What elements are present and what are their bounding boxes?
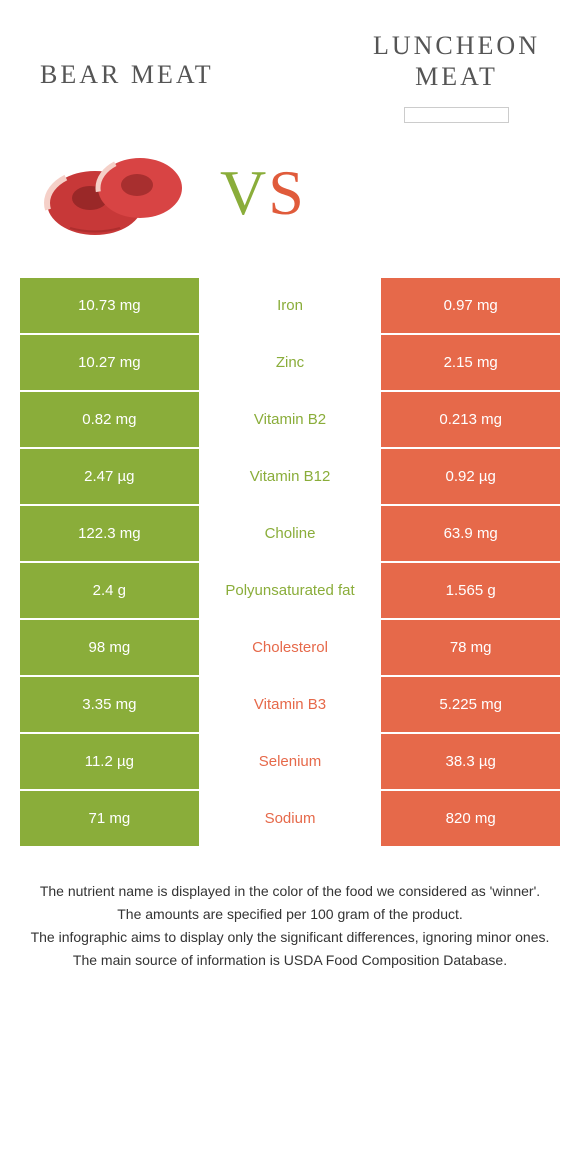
left-value-cell: 2.4 g — [20, 563, 199, 618]
nutrient-label-cell: Cholesterol — [201, 620, 380, 675]
nutrient-label-cell: Polyunsaturated fat — [201, 563, 380, 618]
nutrient-label-cell: Vitamin B12 — [201, 449, 380, 504]
title-right-line2: MEAT — [373, 61, 540, 92]
right-value-cell: 2.15 mg — [381, 335, 560, 390]
left-value-cell: 10.27 mg — [20, 335, 199, 390]
right-value-cell: 0.92 µg — [381, 449, 560, 504]
left-value-cell: 0.82 mg — [20, 392, 199, 447]
right-value-cell: 38.3 µg — [381, 734, 560, 789]
nutrient-label-cell: Selenium — [201, 734, 380, 789]
table-row: 2.4 gPolyunsaturated fat1.565 g — [20, 563, 560, 618]
table-row: 10.73 mgIron0.97 mg — [20, 278, 560, 333]
table-row: 3.35 mgVitamin B35.225 mg — [20, 677, 560, 732]
nutrient-label-cell: Choline — [201, 506, 380, 561]
left-value-cell: 2.47 µg — [20, 449, 199, 504]
title-right-line1: LUNCHEON — [373, 30, 540, 61]
right-value-cell: 78 mg — [381, 620, 560, 675]
vs-s: S — [268, 157, 306, 228]
bear-meat-image — [40, 143, 200, 243]
vs-v: V — [220, 157, 268, 228]
right-value-cell: 1.565 g — [381, 563, 560, 618]
nutrient-label-cell: Iron — [201, 278, 380, 333]
left-value-cell: 10.73 mg — [20, 278, 199, 333]
footer-line-1: The nutrient name is displayed in the co… — [30, 881, 550, 902]
vs-label: VS — [220, 156, 306, 230]
left-value-cell: 122.3 mg — [20, 506, 199, 561]
vs-row: VS — [0, 133, 580, 263]
nutrient-label-cell: Vitamin B2 — [201, 392, 380, 447]
footer-line-3: The infographic aims to display only the… — [30, 927, 550, 948]
table-row: 122.3 mgCholine63.9 mg — [20, 506, 560, 561]
title-right-wrap: LUNCHEON MEAT — [373, 30, 540, 123]
title-left: BEAR MEAT — [40, 60, 214, 90]
left-value-cell: 71 mg — [20, 791, 199, 846]
nutrient-label-cell: Sodium — [201, 791, 380, 846]
right-value-cell: 0.97 mg — [381, 278, 560, 333]
left-value-cell: 3.35 mg — [20, 677, 199, 732]
right-value-cell: 820 mg — [381, 791, 560, 846]
footer-notes: The nutrient name is displayed in the co… — [30, 881, 550, 971]
nutrient-label-cell: Zinc — [201, 335, 380, 390]
left-value-cell: 98 mg — [20, 620, 199, 675]
right-value-cell: 63.9 mg — [381, 506, 560, 561]
table-row: 0.82 mgVitamin B20.213 mg — [20, 392, 560, 447]
comparison-table: 10.73 mgIron0.97 mg10.27 mgZinc2.15 mg0.… — [20, 278, 560, 846]
header: BEAR MEAT LUNCHEON MEAT — [0, 0, 580, 133]
table-row: 11.2 µgSelenium38.3 µg — [20, 734, 560, 789]
left-value-cell: 11.2 µg — [20, 734, 199, 789]
right-value-cell: 5.225 mg — [381, 677, 560, 732]
nutrient-label-cell: Vitamin B3 — [201, 677, 380, 732]
table-row: 2.47 µgVitamin B120.92 µg — [20, 449, 560, 504]
right-value-cell: 0.213 mg — [381, 392, 560, 447]
table-row: 71 mgSodium820 mg — [20, 791, 560, 846]
footer-line-2: The amounts are specified per 100 gram o… — [30, 904, 550, 925]
luncheon-meat-image-placeholder — [404, 107, 509, 123]
table-row: 98 mgCholesterol78 mg — [20, 620, 560, 675]
table-row: 10.27 mgZinc2.15 mg — [20, 335, 560, 390]
footer-line-4: The main source of information is USDA F… — [30, 950, 550, 971]
